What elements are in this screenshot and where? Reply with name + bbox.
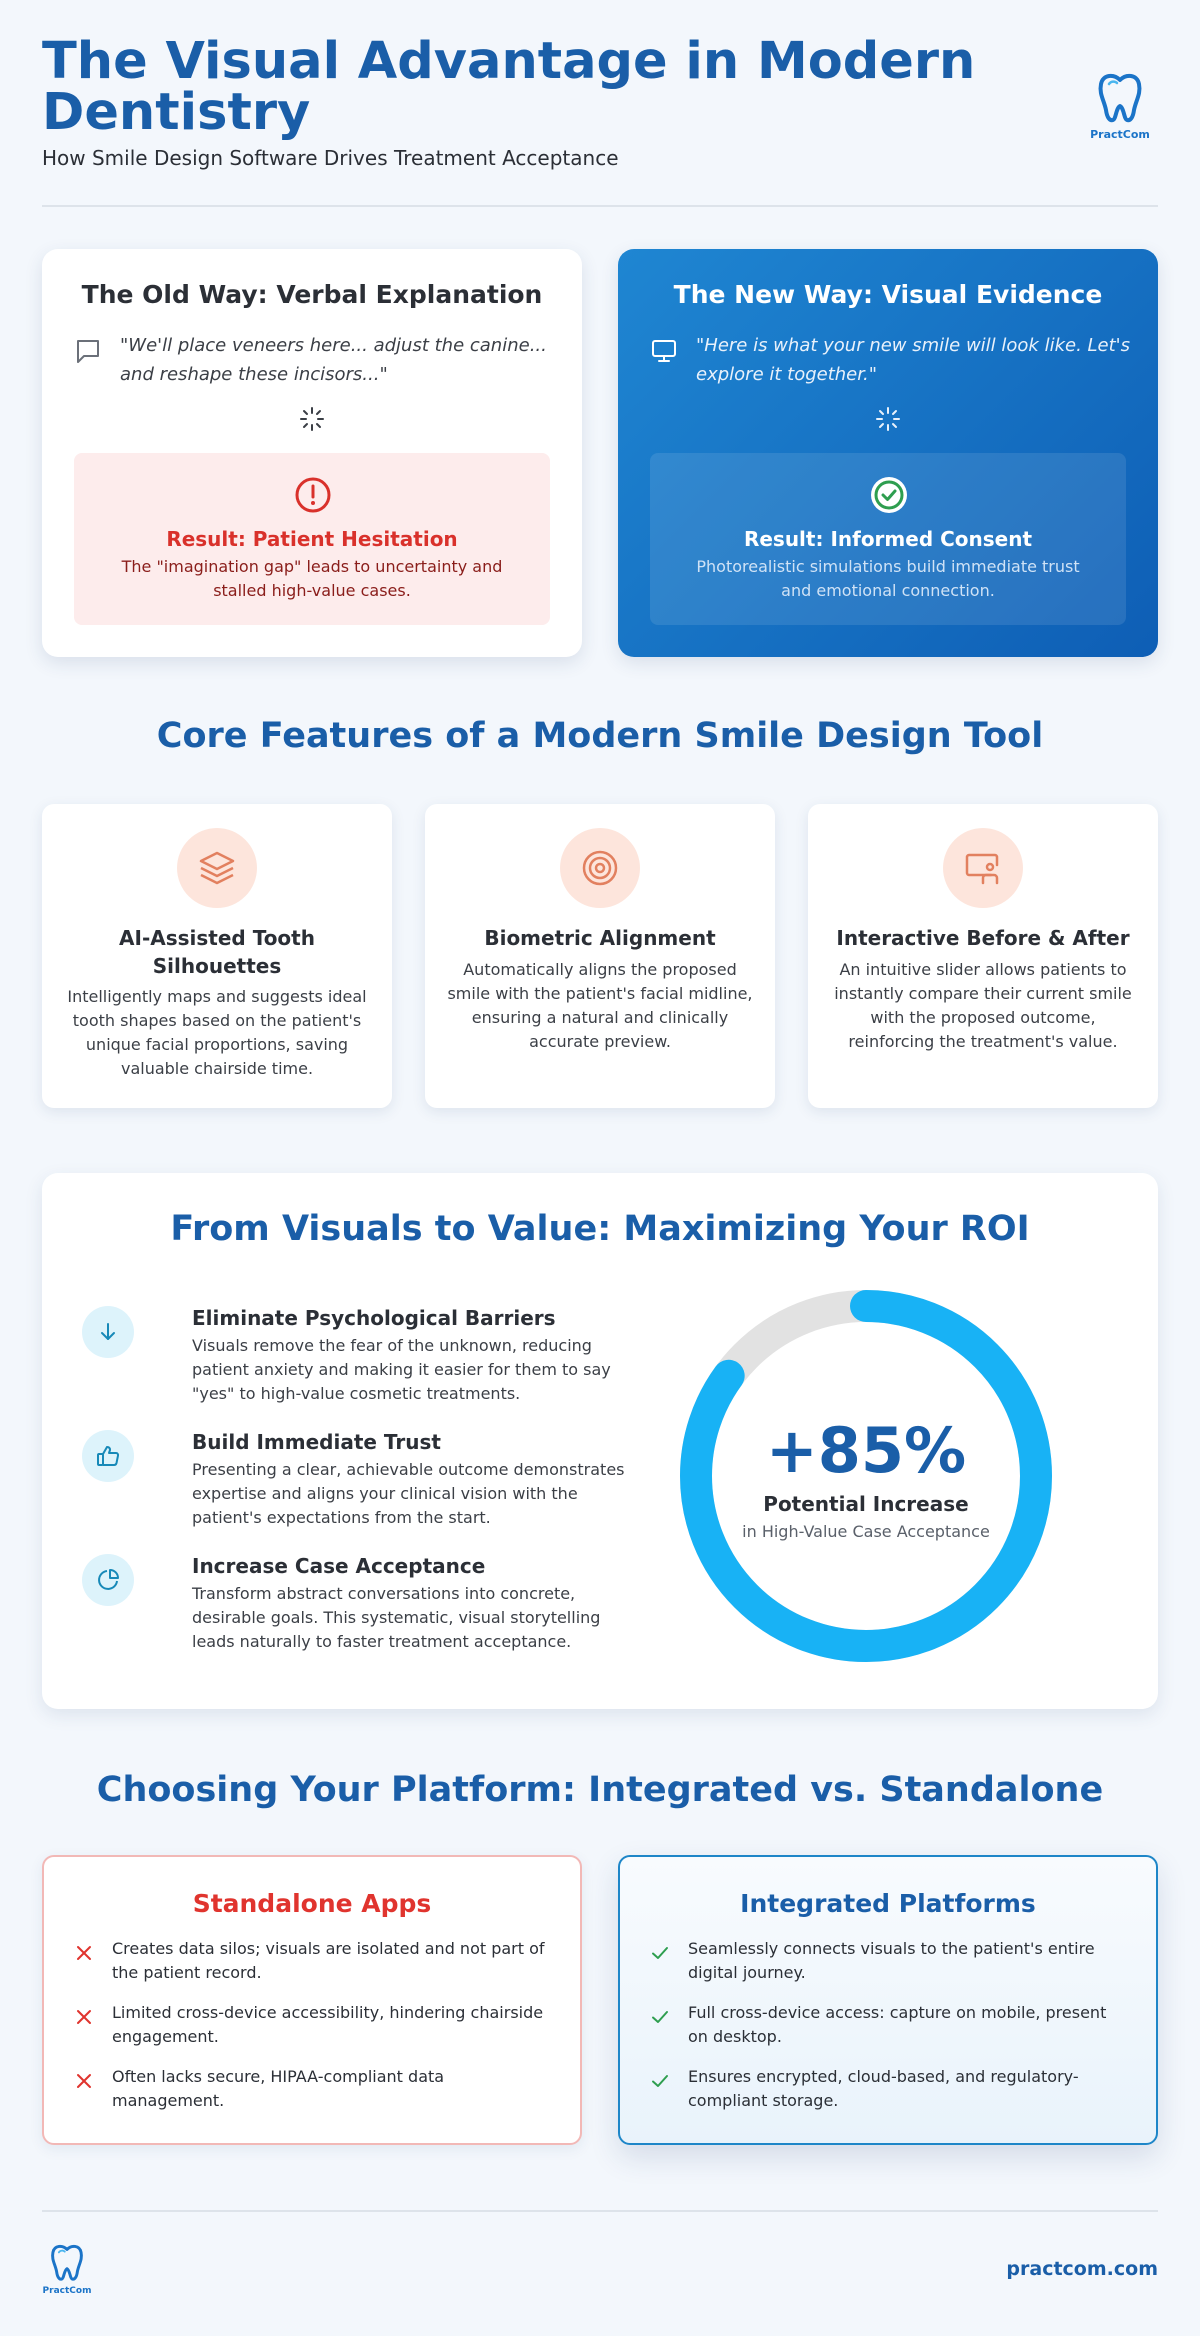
list-item-text: Often lacks secure, HIPAA-compliant data… xyxy=(112,2067,445,2110)
check-icon xyxy=(652,1947,668,1959)
thumbs-up-icon xyxy=(97,1446,120,1466)
old-way-result: Result: Patient Hesitation The "imaginat… xyxy=(74,453,550,625)
alert-circle-icon xyxy=(295,477,331,513)
new-way-result-desc: Photorealistic simulations build immedia… xyxy=(696,557,1080,600)
benefit-desc: Transform abstract conversations into co… xyxy=(192,1584,601,1651)
feature-desc: Intelligently maps and suggests ideal to… xyxy=(67,987,367,1078)
old-way-result-desc: The "imagination gap" leads to uncertain… xyxy=(121,557,503,600)
standalone-apps-card: Standalone Apps Creates data silos; visu… xyxy=(42,1855,582,2145)
benefit-icon-badge xyxy=(82,1430,134,1482)
benefit-title: Increase Case Acceptance xyxy=(192,1554,486,1578)
list-item-text: Creates data silos; visuals are isolated… xyxy=(112,1939,545,1982)
x-icon xyxy=(77,1946,91,1960)
comparison-section: The Old Way: Verbal Explanation "We'll p… xyxy=(42,249,1158,657)
header: The Visual Advantage in Modern Dentistry… xyxy=(42,0,1158,207)
footer: PractCom practcom.com xyxy=(42,2210,1158,2336)
feature-desc: An intuitive slider allows patients to i… xyxy=(834,960,1132,1051)
platforms-heading: Choosing Your Platform: Integrated vs. S… xyxy=(96,1770,1104,1810)
tooth-icon xyxy=(51,2244,83,2281)
footer-logo-text: PractCom xyxy=(42,2286,92,2296)
website-link[interactable]: practcom.com xyxy=(1006,2258,1158,2280)
check-icon xyxy=(652,2075,668,2087)
feature-icon-badge xyxy=(177,828,257,908)
benefit-title: Build Immediate Trust xyxy=(192,1430,441,1454)
benefit-icon-badge xyxy=(82,1306,134,1358)
speech-bubble-icon xyxy=(77,340,99,363)
loading-icon xyxy=(876,407,900,431)
tooth-icon xyxy=(1098,73,1142,123)
feature-card: Biometric Alignment Automatically aligns… xyxy=(425,804,775,1108)
new-way-result-title: Result: Informed Consent xyxy=(743,527,1033,551)
benefit-title: Eliminate Psychological Barriers xyxy=(192,1306,556,1330)
new-way-quote: "Here is what your new smile will look l… xyxy=(696,335,1131,385)
brand-logo[interactable]: PractCom xyxy=(1090,70,1150,141)
old-way-title: The Old Way: Verbal Explanation xyxy=(81,280,543,309)
loading-icon xyxy=(300,407,324,431)
feature-title: Biometric Alignment xyxy=(484,926,716,950)
features-heading: Core Features of a Modern Smile Design T… xyxy=(156,716,1044,756)
old-way-card: The Old Way: Verbal Explanation "We'll p… xyxy=(42,249,582,657)
feature-icon-badge xyxy=(560,828,640,908)
feature-card: Interactive Before & After An intuitive … xyxy=(808,804,1158,1108)
presentation-icon xyxy=(965,853,999,885)
check-circle-icon xyxy=(871,477,907,513)
feature-icon-badge xyxy=(943,828,1023,908)
donut-fill xyxy=(680,1290,1052,1662)
feature-title: AI-Assisted Tooth Silhouettes xyxy=(119,926,315,978)
x-icon xyxy=(77,2010,91,2024)
benefit-icon-badge xyxy=(82,1554,134,1606)
brand-logo-text: PractCom xyxy=(1090,128,1150,141)
arrow-down-icon xyxy=(101,1323,115,1340)
layers-icon xyxy=(199,851,235,885)
new-way-title: The New Way: Visual Evidence xyxy=(673,280,1103,309)
donut-ring xyxy=(680,1290,1052,1662)
list-item-text: Limited cross-device accessibility, hind… xyxy=(112,2003,544,2046)
monitor-icon xyxy=(652,340,676,362)
feature-card: AI-Assisted Tooth Silhouettes Intelligen… xyxy=(42,804,392,1108)
old-way-result-title: Result: Patient Hesitation xyxy=(166,527,458,551)
acceptance-donut-chart: +85% Potential Increase in High-Value Ca… xyxy=(678,1288,1054,1664)
x-icon xyxy=(77,2074,91,2088)
integrated-title: Integrated Platforms xyxy=(740,1889,1036,1918)
feature-desc: Automatically aligns the proposed smile … xyxy=(447,960,753,1051)
benefit-desc: Presenting a clear, achievable outcome d… xyxy=(192,1460,625,1527)
new-way-card: The New Way: Visual Evidence "Here is wh… xyxy=(618,249,1158,657)
stat-sublabel: in High-Value Case Acceptance xyxy=(742,1522,990,1541)
page-title: The Visual Advantage in Modern Dentistry xyxy=(42,32,976,142)
list-item-text: Ensures encrypted, cloud-based, and regu… xyxy=(688,2067,1079,2110)
old-way-quote: "We'll place veneers here... adjust the … xyxy=(120,335,547,385)
pie-chart-icon xyxy=(98,1569,119,1590)
new-way-result: Result: Informed Consent Photorealistic … xyxy=(650,453,1126,625)
stat-value: +85% xyxy=(765,1414,967,1487)
roi-heading: From Visuals to Value: Maximizing Your R… xyxy=(170,1209,1030,1249)
list-item-text: Full cross-device access: capture on mob… xyxy=(688,2003,1107,2046)
benefit-desc: Visuals remove the fear of the unknown, … xyxy=(192,1336,611,1403)
check-icon xyxy=(652,2011,668,2023)
list-item-text: Seamlessly connects visuals to the patie… xyxy=(688,1939,1095,1982)
feature-title: Interactive Before & After xyxy=(836,926,1130,950)
standalone-title: Standalone Apps xyxy=(192,1889,432,1918)
footer-logo[interactable]: PractCom xyxy=(42,2242,92,2296)
page-subtitle: How Smile Design Software Drives Treatme… xyxy=(42,146,619,170)
integrated-platforms-card: Integrated Platforms Seamlessly connects… xyxy=(618,1855,1158,2145)
stat-label: Potential Increase xyxy=(763,1492,969,1516)
target-icon xyxy=(582,850,618,886)
roi-section: From Visuals to Value: Maximizing Your R… xyxy=(42,1173,1158,1709)
